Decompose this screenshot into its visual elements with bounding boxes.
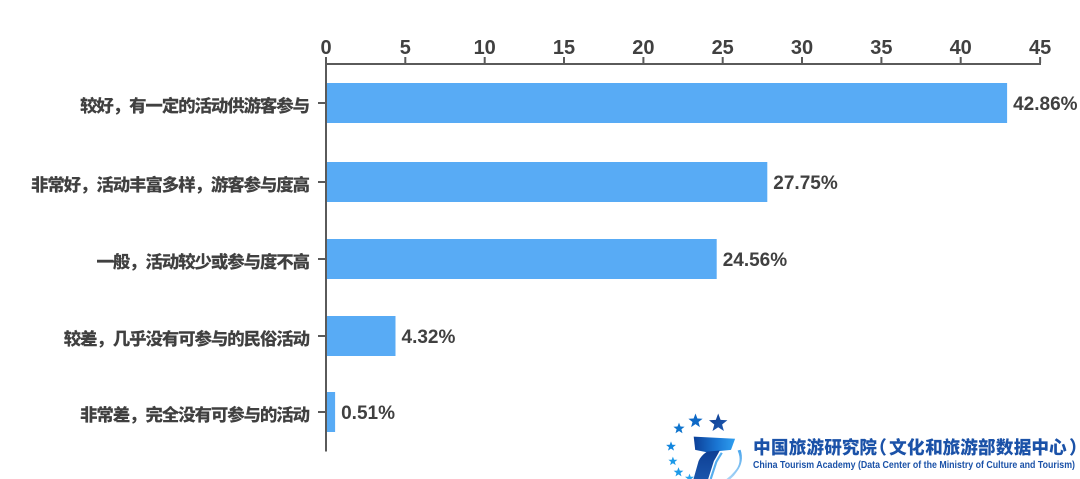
svg-text:0: 0 [320,37,331,59]
svg-text:45: 45 [1029,37,1051,59]
svg-text:20: 20 [632,37,654,59]
svg-text:40: 40 [950,37,972,59]
svg-text:27.75%: 27.75% [773,173,838,194]
svg-text:China Tourism Academy (Data Ce: China Tourism Academy (Data Center of th… [753,459,1075,471]
svg-text:10: 10 [474,37,496,59]
svg-text:30: 30 [791,37,813,59]
svg-text:42.86%: 42.86% [1013,94,1078,115]
svg-text:25: 25 [712,37,734,59]
svg-text:24.56%: 24.56% [723,250,788,271]
svg-text:5: 5 [400,37,411,59]
svg-text:4.32%: 4.32% [402,327,456,348]
svg-text:0.51%: 0.51% [341,403,395,424]
svg-text:15: 15 [553,37,575,59]
svg-text:35: 35 [870,37,892,59]
